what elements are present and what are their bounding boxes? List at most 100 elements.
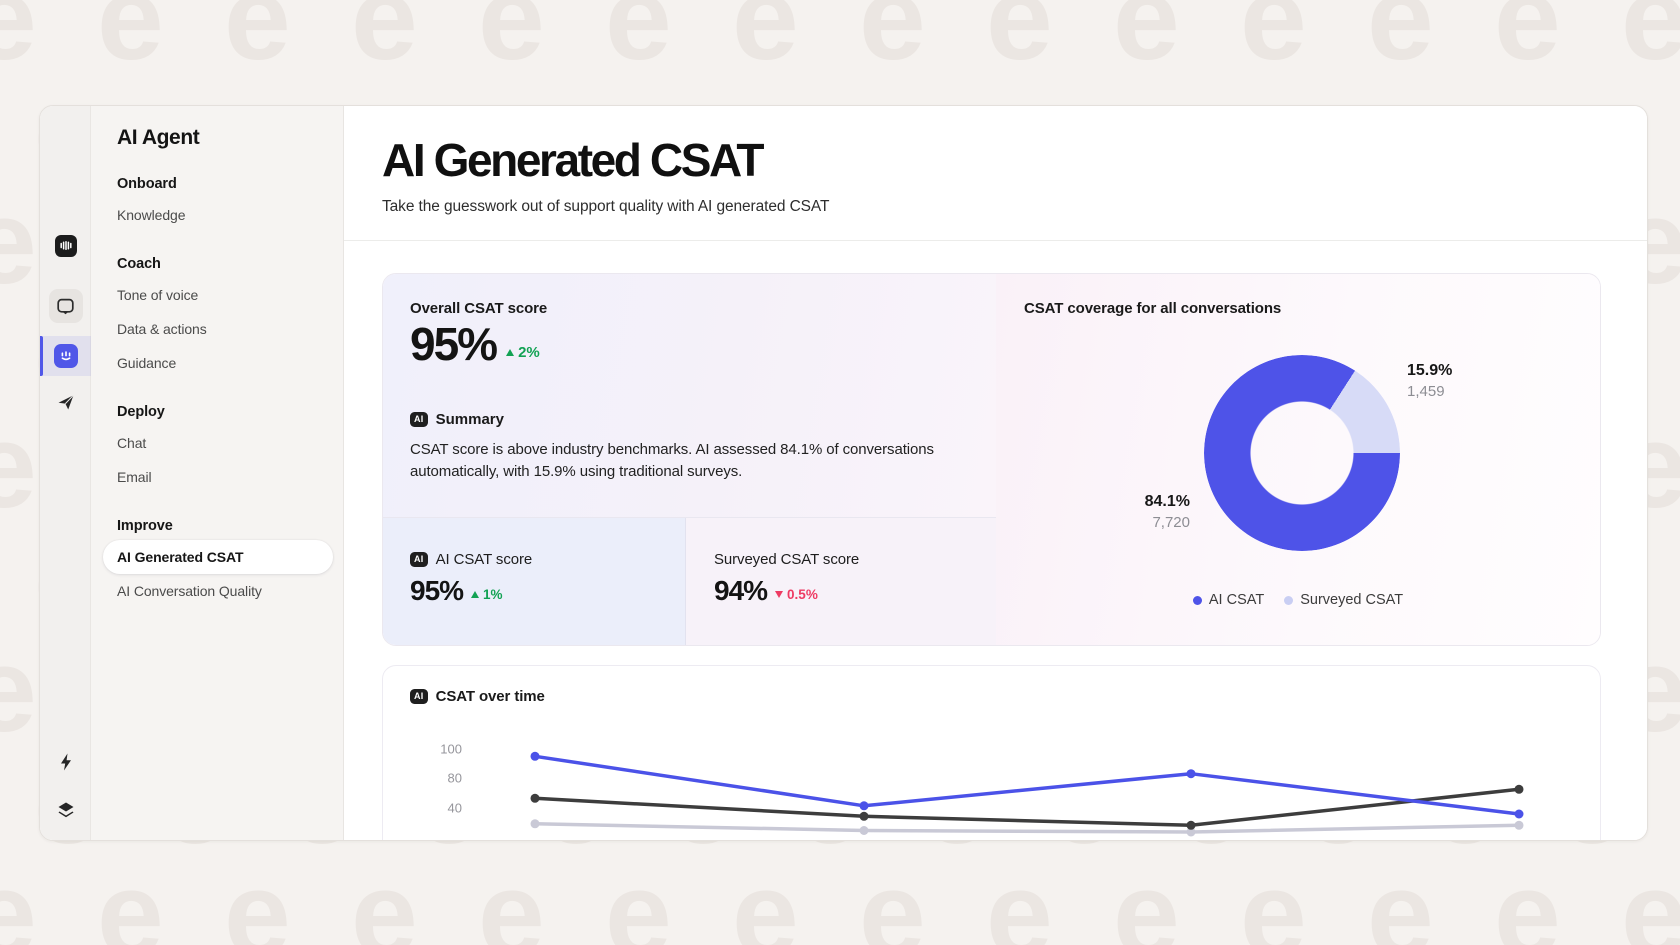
- sidebar-item-knowledge[interactable]: Knowledge: [117, 207, 186, 223]
- background-e-glyph: e: [224, 847, 291, 945]
- svg-text:80: 80: [448, 771, 462, 786]
- coverage-section: CSAT coverage for all conversations 15.9…: [996, 274, 1600, 646]
- background-e-glyph: e: [1240, 0, 1307, 85]
- overview-card: Overall CSAT score 95% 2% AI Summary: [382, 273, 1601, 647]
- layers-icon[interactable]: [40, 800, 91, 820]
- sidebar-item-data-actions[interactable]: Data & actions: [117, 321, 207, 337]
- background-e-glyph: e: [986, 0, 1053, 85]
- background-e-glyph: e: [0, 0, 37, 85]
- section-header-deploy: Deploy: [117, 404, 165, 420]
- background-e-glyph: e: [351, 0, 418, 85]
- background-e-glyph: e: [605, 0, 672, 85]
- fin-ai-agent-icon: [53, 344, 78, 368]
- csat-over-time-card: AI CSAT over time 100 80 40: [382, 665, 1601, 840]
- section-header-onboard: Onboard: [117, 176, 177, 192]
- surveyed-callout-pct: 15.9%: [1407, 362, 1453, 380]
- ai-callout-count: 7,720: [1152, 514, 1190, 532]
- ai-badge: AI: [410, 689, 428, 705]
- legend-item-ai-csat: AI CSAT: [1192, 592, 1264, 608]
- sidebar-section-onboard: Onboard Knowledge: [117, 176, 331, 232]
- sidebar-item-guidance[interactable]: Guidance: [117, 355, 177, 371]
- icon-rail: [40, 106, 91, 840]
- overall-score-delta: 2%: [506, 344, 540, 361]
- background-e-glyph: e: [0, 399, 37, 533]
- background-e-glyph: e: [859, 0, 926, 85]
- score-breakdown-row: AI AI CSAT score 95% 1%: [383, 518, 1000, 646]
- intercom-logo-icon[interactable]: [40, 235, 91, 257]
- ai-badge: AI: [410, 412, 428, 428]
- csat-over-time-title: CSAT over time: [435, 688, 545, 706]
- overall-score-value: 95%: [410, 318, 498, 371]
- trend-down-icon: [775, 591, 784, 599]
- trend-up-icon: [506, 349, 515, 357]
- background-e-glyph: e: [1113, 847, 1180, 945]
- summary-title: Summary: [435, 411, 504, 429]
- sidebar-item-ai-conversation-quality[interactable]: AI Conversation Quality: [117, 583, 262, 599]
- page-header: AI Generated CSAT Take the guesswork out…: [344, 106, 1647, 242]
- trend-up-icon: [471, 591, 480, 599]
- ai-csat-score-delta: 1%: [471, 587, 503, 602]
- sidebar-section-improve: Improve AI Generated CSAT AI Conversatio…: [103, 518, 333, 608]
- rail-active-indicator: [40, 336, 43, 376]
- sidebar: AI Agent Onboard Knowledge Coach Tone of…: [91, 106, 344, 840]
- legend-dot-blue: [1192, 595, 1202, 605]
- background-e-glyph: e: [1367, 0, 1434, 85]
- background-e-glyph: e: [1494, 0, 1561, 85]
- send-icon[interactable]: [40, 392, 91, 412]
- background-e-glyph: e: [605, 847, 672, 945]
- background-e-glyph: e: [1621, 0, 1680, 85]
- background-e-glyph: e: [97, 847, 164, 945]
- surveyed-csat-score-value: 94%: [714, 575, 768, 607]
- ai-csat-score-value: 95%: [410, 575, 464, 607]
- app-window: AI Agent Onboard Knowledge Coach Tone of…: [39, 105, 1648, 841]
- sidebar-title: AI Agent: [117, 126, 200, 149]
- content-area: Overall CSAT score 95% 2% AI Summary: [344, 241, 1647, 840]
- overview-left: Overall CSAT score 95% 2% AI Summary: [383, 274, 1000, 646]
- background-e-glyph: e: [97, 0, 164, 85]
- page-subtitle: Take the guesswork out of support qualit…: [382, 198, 830, 216]
- ai-csat-score-label: AI CSAT score: [435, 551, 533, 569]
- background-e-glyph: e: [986, 847, 1053, 945]
- surveyed-callout-count: 1,459: [1407, 383, 1445, 401]
- overall-score-label: Overall CSAT score: [410, 300, 548, 318]
- background-e-glyph: e: [1113, 0, 1180, 85]
- svg-text:40: 40: [448, 801, 462, 816]
- section-header-improve: Improve: [117, 518, 173, 534]
- background-e-glyph: e: [0, 847, 37, 945]
- lightning-icon[interactable]: [40, 752, 91, 772]
- background-e-glyph: e: [224, 0, 291, 85]
- coverage-donut: [1204, 355, 1400, 552]
- sidebar-section-coach: Coach Tone of voice Data & actions Guida…: [117, 256, 331, 380]
- coverage-title: CSAT coverage for all conversations: [1024, 300, 1282, 318]
- csat-over-time-chart: 100 80 40: [440, 742, 1524, 837]
- surveyed-callout: 15.9% 1,459: [1407, 362, 1452, 400]
- legend-dot-light: [1284, 595, 1294, 605]
- sidebar-item-tone-of-voice[interactable]: Tone of voice: [117, 287, 199, 303]
- background-e-glyph: e: [1240, 847, 1307, 945]
- background-e-glyph: e: [1621, 847, 1680, 945]
- surveyed-csat-score-delta: 0.5%: [775, 587, 818, 602]
- summary-text: CSAT score is above industry benchmarks.…: [410, 441, 934, 480]
- messenger-icon[interactable]: [40, 289, 91, 323]
- section-header-coach: Coach: [117, 256, 161, 272]
- background-e-glyph: e: [478, 0, 545, 85]
- surveyed-csat-score-label: Surveyed CSAT score: [714, 551, 860, 569]
- sidebar-item-email[interactable]: Email: [117, 469, 152, 485]
- background-e-glyph: e: [1367, 847, 1434, 945]
- legend-item-surveyed-csat: Surveyed CSAT: [1284, 592, 1403, 608]
- main-content: AI Generated CSAT Take the guesswork out…: [344, 106, 1647, 840]
- ai-badge: AI: [410, 552, 428, 568]
- ai-callout: 84.1% 7,720: [1145, 493, 1190, 531]
- ai-csat-score-cell: AI AI CSAT score 95% 1%: [383, 518, 686, 646]
- page-title: AI Generated CSAT: [382, 134, 765, 186]
- sidebar-item-ai-generated-csat[interactable]: AI Generated CSAT: [103, 540, 333, 574]
- background-e-glyph: e: [859, 847, 926, 945]
- sidebar-item-chat[interactable]: Chat: [117, 435, 147, 451]
- sidebar-section-deploy: Deploy Chat Email: [117, 404, 331, 494]
- rail-active-item-fin[interactable]: [40, 336, 91, 376]
- background-e-glyph: e: [351, 847, 418, 945]
- surveyed-csat-score-cell: Surveyed CSAT score 94% 0.5%: [686, 518, 1000, 646]
- background-e-glyph: e: [0, 623, 37, 757]
- svg-text:100: 100: [440, 742, 462, 757]
- background-e-glyph: e: [0, 175, 37, 309]
